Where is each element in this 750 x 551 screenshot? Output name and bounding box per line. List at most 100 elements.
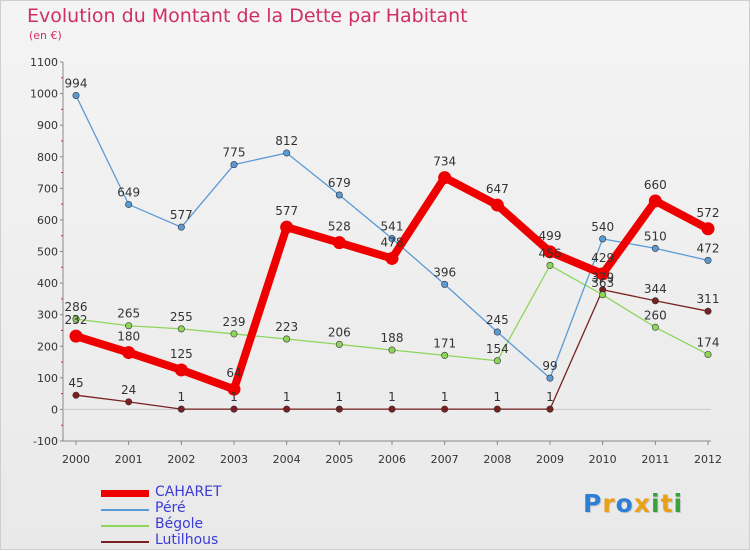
data-label: 171 [433,336,456,350]
data-label: 456 [539,246,562,260]
data-point [704,256,712,264]
data-point [388,235,396,243]
data-point [546,261,554,269]
data-label: 99 [542,359,557,373]
legend-label: Lutilhous [155,532,219,548]
data-label: 775 [223,146,246,160]
data-point [122,346,136,360]
data-label: 180 [117,330,140,344]
data-point [438,171,452,185]
data-point [283,405,291,413]
data-point [280,220,294,234]
data-label: 734 [433,155,456,169]
data-point [177,405,185,413]
data-point [546,374,554,382]
data-label: 540 [591,220,614,234]
data-point [283,149,291,157]
x-tick-label: 2002 [167,453,195,466]
data-label: 396 [433,265,456,279]
data-label: 1 [441,390,449,404]
data-label: 649 [117,185,140,199]
data-point [174,363,188,377]
data-label: 1 [283,390,291,404]
data-point [69,329,83,343]
data-point [704,350,712,358]
data-point [493,357,501,365]
y-tick-label: 700 [37,182,58,195]
y-tick-label: 100 [37,372,58,385]
data-point [704,307,712,315]
data-point [648,194,662,208]
data-point [441,351,449,359]
data-label: 206 [328,325,351,339]
data-point [441,405,449,413]
data-label: 239 [223,315,246,329]
y-tick-label: 300 [37,309,58,322]
data-label: 45 [68,376,83,390]
data-label: 311 [697,292,720,306]
legend-label: Péré [155,500,186,516]
y-tick-label: 400 [37,277,58,290]
data-label: 679 [328,176,351,190]
x-tick-label: 2007 [431,453,459,466]
y-tick-label: 500 [37,246,58,259]
data-label: 1 [494,390,502,404]
x-tick-label: 2008 [483,453,511,466]
data-point [596,267,610,281]
data-label: 286 [65,300,88,314]
data-label: 577 [170,208,193,222]
data-label: 528 [328,220,351,234]
data-point [72,315,80,323]
data-point [385,251,399,265]
x-tick-label: 2003 [220,453,248,466]
legend-swatch [101,541,149,543]
data-point [441,280,449,288]
data-point [177,223,185,231]
y-tick-label: 200 [37,340,58,353]
y-tick-label: 1100 [30,56,58,69]
x-tick-label: 2005 [325,453,353,466]
x-tick-label: 2001 [115,453,143,466]
data-label: 265 [117,307,140,321]
data-label: 64 [226,366,241,380]
data-label: 154 [486,342,509,356]
x-tick-label: 2010 [589,453,617,466]
data-point [493,328,501,336]
data-label: 660 [644,178,667,192]
y-tick-label: -100 [33,435,58,448]
y-tick-label: 800 [37,151,58,164]
data-label: 188 [381,331,404,345]
data-point [599,291,607,299]
legend-swatch [101,509,149,511]
data-label: 245 [486,313,509,327]
data-point [493,405,501,413]
data-point [332,236,346,250]
y-axis-unit: (en €) [29,29,62,42]
data-label: 232 [65,313,88,327]
y-tick-label: 1000 [30,88,58,101]
data-point [230,330,238,338]
data-point [227,382,241,396]
legend-label: CAHARET [155,484,222,500]
data-label: 1 [230,390,238,404]
x-tick-label: 2000 [62,453,90,466]
proxiti-logo: Proxiti [583,489,684,518]
x-tick-label: 2009 [536,453,564,466]
data-label: 1 [388,390,396,404]
data-label: 363 [591,276,614,290]
data-label: 1 [336,390,344,404]
data-point [335,340,343,348]
data-label: 24 [121,383,136,397]
x-tick-label: 2012 [694,453,722,466]
data-label: 478 [381,235,404,249]
legend-swatch [101,525,149,527]
data-point [388,405,396,413]
data-label: 812 [275,134,298,148]
data-label: 572 [697,206,720,220]
data-label: 541 [381,220,404,234]
data-point [125,322,133,330]
data-point [283,335,291,343]
data-point [72,91,80,99]
data-point [546,405,554,413]
